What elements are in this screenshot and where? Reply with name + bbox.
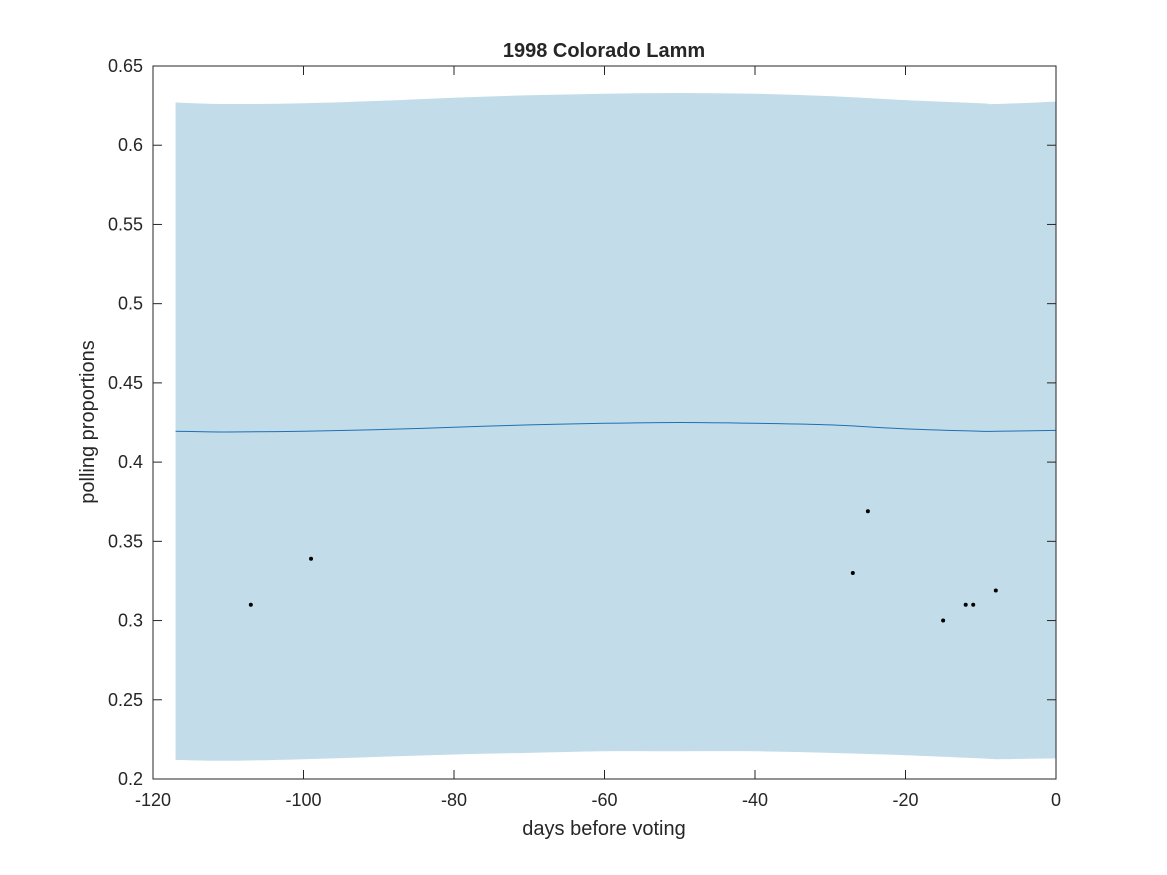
x-tick-label: -100	[285, 790, 321, 810]
x-tick-label: -120	[135, 790, 171, 810]
uncertainty-band-layer	[175, 92, 1056, 761]
x-tick-label: -20	[892, 790, 918, 810]
poll-point	[850, 571, 855, 576]
y-tick-label: 0.25	[108, 690, 143, 710]
y-tick-label: 0.45	[108, 373, 143, 393]
y-tick-label: 0.65	[108, 56, 143, 76]
poll-points-layer	[248, 509, 998, 623]
y-axis-ticks: 0.2 0.25 0.3 0.35 0.4 0.45 0.5 0.55 0.6 0.65	[108, 56, 1056, 789]
y-tick-label: 0.35	[108, 531, 143, 551]
y-axis-label: polling proportions	[77, 340, 99, 503]
x-tick-label: -80	[441, 790, 467, 810]
y-tick-label: 0.4	[118, 452, 143, 472]
uncertainty-band	[175, 92, 1056, 761]
poll-point	[865, 509, 870, 514]
poll-point	[309, 556, 314, 561]
y-tick-label: 0.5	[118, 294, 143, 314]
poll-point	[941, 618, 946, 623]
x-tick-label: -40	[742, 790, 768, 810]
x-axis-label: days before voting	[522, 818, 685, 840]
x-tick-label: -60	[591, 790, 617, 810]
y-tick-label: 0.6	[118, 135, 143, 155]
y-tick-label: 0.55	[108, 214, 143, 234]
y-tick-label: 0.2	[118, 769, 143, 789]
trend-line-layer	[175, 421, 1057, 433]
chart-title: 1998 Colorado Lamm	[503, 40, 705, 62]
poll-point	[971, 602, 976, 607]
x-axis-ticks: -120 -100 -80 -60 -40 -20 0	[135, 66, 1061, 810]
poll-point	[993, 588, 998, 593]
x-tick-label: 0	[1051, 790, 1061, 810]
poll-point	[963, 602, 968, 607]
poll-point	[248, 602, 253, 607]
y-tick-label: 0.3	[118, 611, 143, 631]
trend-line	[175, 421, 1057, 433]
